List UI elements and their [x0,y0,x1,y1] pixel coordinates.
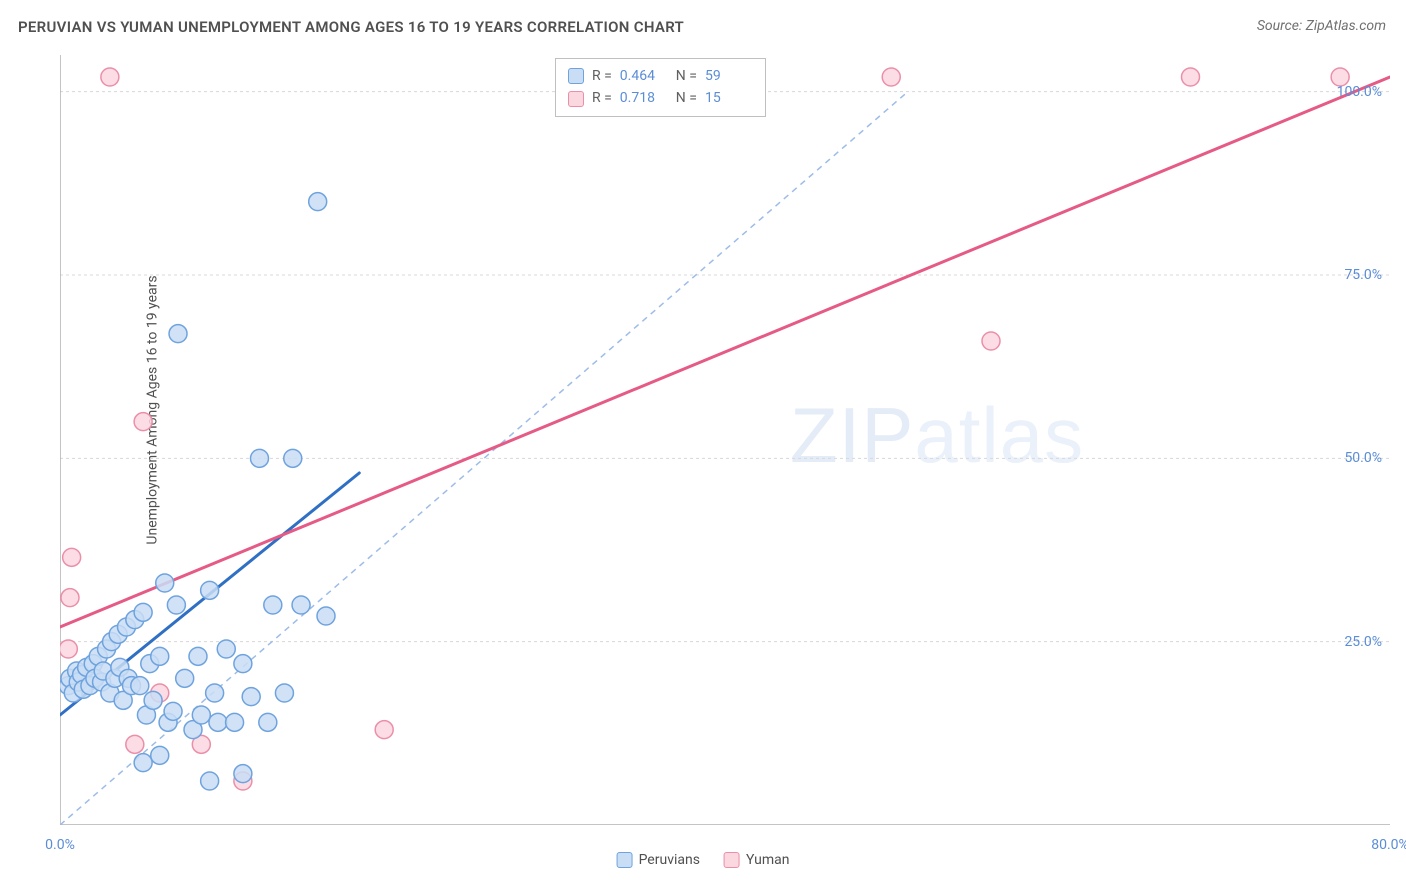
n-value-yuman: 15 [705,87,753,109]
r-value-peruvians: 0.464 [620,65,668,87]
n-label: N = [676,87,697,109]
legend: Peruvians Yuman [617,852,790,868]
chart-area: 25.0%50.0%75.0%100.0%0.0%80.0% [60,55,1390,825]
y-tick-label: 50.0% [1344,450,1382,466]
n-value-peruvians: 59 [705,65,753,87]
legend-label-yuman: Yuman [746,852,789,868]
chart-title: PERUVIAN VS YUMAN UNEMPLOYMENT AMONG AGE… [18,18,684,36]
legend-item-yuman: Yuman [724,852,789,868]
source-label: Source: ZipAtlas.com [1257,18,1386,34]
swatch-peruvians [568,68,584,84]
y-tick-label: 25.0% [1344,634,1382,650]
swatch-yuman [568,91,584,107]
corr-row-yuman: R = 0.718 N = 15 [568,87,753,109]
corr-row-peruvians: R = 0.464 N = 59 [568,65,753,87]
legend-label-peruvians: Peruvians [639,852,700,868]
legend-swatch-peruvians [617,852,633,868]
n-label: N = [676,65,697,87]
r-label: R = [592,65,612,87]
y-tick-label: 100.0% [1337,84,1382,100]
x-tick-label: 0.0% [45,837,75,853]
r-value-yuman: 0.718 [620,87,668,109]
legend-item-peruvians: Peruvians [617,852,700,868]
x-tick-label: 80.0% [1371,837,1406,853]
correlation-box: R = 0.464 N = 59 R = 0.718 N = 15 [555,58,766,117]
r-label: R = [592,87,612,109]
scatter-plot [60,55,1390,825]
y-tick-label: 75.0% [1344,267,1382,283]
legend-swatch-yuman [724,852,740,868]
